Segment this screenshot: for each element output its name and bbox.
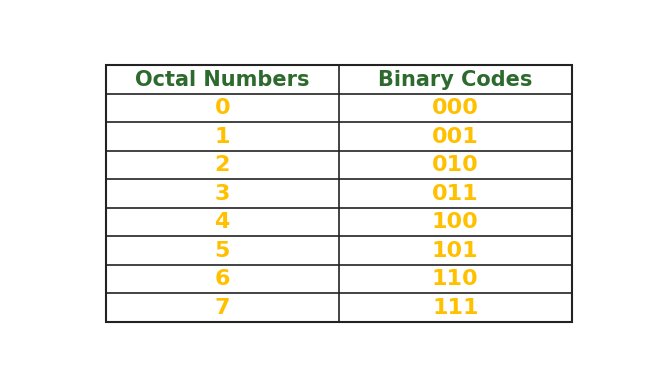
- Text: 4: 4: [215, 212, 230, 232]
- Text: 111: 111: [432, 298, 479, 318]
- Text: Octal Numbers: Octal Numbers: [135, 70, 309, 90]
- Text: 0: 0: [214, 98, 230, 118]
- Text: 000: 000: [432, 98, 479, 118]
- Text: 011: 011: [432, 184, 479, 204]
- Text: 110: 110: [432, 269, 479, 289]
- Text: 1: 1: [214, 127, 230, 147]
- Text: 001: 001: [432, 127, 479, 147]
- Text: 101: 101: [432, 241, 479, 261]
- Text: 3: 3: [215, 184, 230, 204]
- Text: 5: 5: [215, 241, 230, 261]
- Text: 010: 010: [432, 155, 479, 175]
- Text: 6: 6: [214, 269, 230, 289]
- Text: 7: 7: [214, 298, 230, 318]
- Text: 100: 100: [432, 212, 479, 232]
- Text: Binary Codes: Binary Codes: [378, 70, 533, 90]
- Bar: [106, 65, 572, 322]
- Text: 2: 2: [215, 155, 230, 175]
